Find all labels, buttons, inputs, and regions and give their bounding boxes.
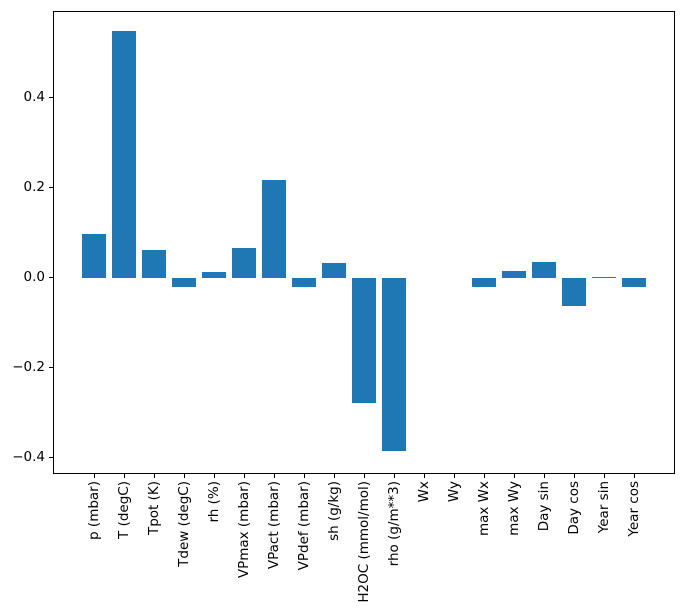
y-tick-label: 0.4 [23, 88, 45, 105]
y-tick-mark [49, 276, 53, 278]
x-tick-label: Wy [445, 481, 462, 503]
x-tick-label: VPmax (mbar) [236, 481, 253, 579]
x-tick-label: sh (g/kg) [326, 481, 343, 541]
x-tick-label: VPdef (mbar) [296, 481, 313, 571]
x-tick-mark [304, 474, 306, 478]
x-tick-mark [244, 474, 246, 478]
x-tick-label: T (degC) [116, 481, 133, 539]
bar-t-degc [112, 31, 137, 278]
x-tick-mark [453, 474, 455, 478]
x-tick-label: Year sin [595, 481, 612, 534]
y-tick-label: −0.4 [12, 449, 45, 466]
x-tick-label: rh (%) [206, 481, 223, 523]
x-tick-mark [483, 474, 485, 478]
x-tick-label: Tpot (K) [146, 481, 163, 536]
x-tick-mark [184, 474, 186, 478]
bar-year-cos [621, 277, 646, 287]
x-tick-mark [364, 474, 365, 478]
y-tick-label: 0.0 [23, 268, 45, 285]
x-tick-mark [274, 474, 276, 478]
y-tick-mark [49, 186, 53, 188]
bar-max-wy [501, 270, 526, 278]
x-tick-label: Day sin [535, 481, 552, 532]
bar-tpot-k [142, 249, 167, 278]
x-tick-mark [513, 474, 515, 478]
x-tick-label: Day cos [565, 481, 582, 535]
bar-vpmax-mbar [232, 248, 257, 278]
x-tick-mark [633, 474, 635, 478]
x-tick-mark [543, 474, 545, 478]
x-tick-label: max Wx [475, 481, 492, 537]
bar-year-sin [591, 276, 616, 278]
bar-rh [202, 272, 227, 278]
bar-h2oc-mmol-mol [352, 277, 376, 403]
x-tick-label: Year cos [625, 481, 642, 537]
x-tick-label: Tdew (degC) [176, 481, 193, 567]
x-tick-mark [214, 474, 216, 478]
x-tick-mark [124, 474, 126, 478]
bar-sh-g-kg [322, 263, 346, 278]
y-tick-mark [49, 367, 53, 368]
x-tick-label: rho (g/m**3) [385, 481, 402, 567]
x-tick-mark [94, 474, 96, 478]
x-tick-mark [423, 474, 425, 478]
x-tick-label: Wx [415, 481, 432, 503]
x-tick-mark [154, 474, 156, 478]
x-tick-mark [603, 474, 605, 478]
y-tick-label: 0.2 [23, 178, 45, 195]
bar-vpact-mbar [262, 179, 287, 278]
bar-vpdef-mbar [292, 277, 317, 288]
bar-day-cos [561, 277, 586, 307]
x-tick-label: VPact (mbar) [266, 481, 283, 570]
y-tick-label: −0.2 [12, 359, 45, 375]
bar-day-sin [531, 262, 556, 278]
plot-area [53, 11, 675, 474]
bar-tdew-degc [172, 277, 197, 288]
x-tick-mark [334, 474, 336, 478]
y-tick-mark [49, 457, 53, 459]
bar-p-mbar [82, 233, 107, 278]
x-tick-mark [573, 474, 575, 478]
y-tick-mark [49, 96, 53, 98]
bar-max-wx [471, 277, 496, 288]
x-tick-label: p (mbar) [86, 481, 103, 540]
x-tick-mark [393, 474, 395, 478]
bar-rho-g-m-3 [381, 277, 406, 451]
x-tick-label: H2OC (mmol/mol) [356, 481, 372, 603]
x-tick-label: max Wy [505, 481, 522, 536]
